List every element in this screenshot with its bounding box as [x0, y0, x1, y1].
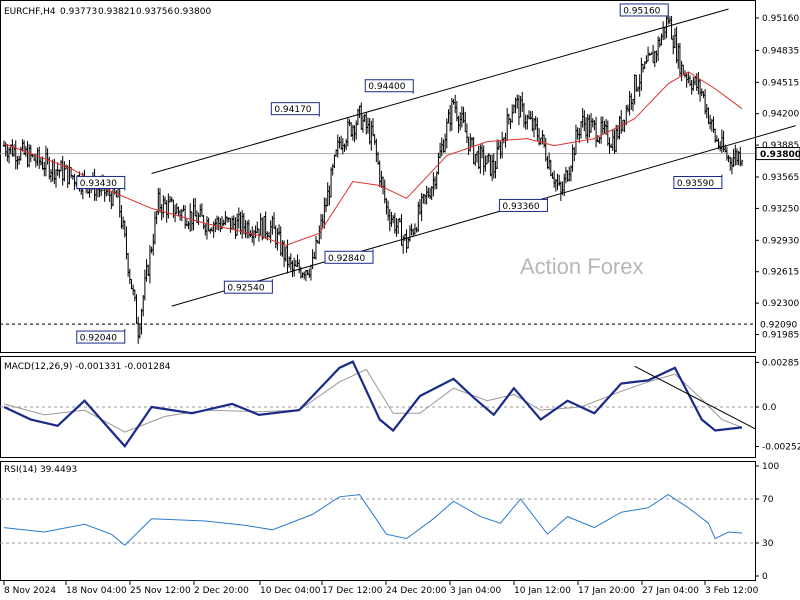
price-tick-label: 0.94200	[762, 110, 799, 120]
x-tick-label: 10 Dec 04:00	[260, 586, 321, 596]
watermark: Action Forex	[520, 254, 644, 279]
x-tick-label: 10 Jan 12:00	[514, 586, 571, 596]
annotation-box	[270, 102, 320, 116]
price-tick-label: 0.94515	[762, 78, 799, 88]
x-tick-label: 17 Dec 12:00	[322, 586, 383, 596]
current-price-marker	[755, 147, 800, 161]
annotation-box	[673, 176, 723, 190]
support-price-label: 0.92090	[760, 321, 797, 331]
current-price-label: 0.93800	[760, 150, 800, 160]
annotation-label: 0.94400	[368, 82, 405, 92]
annotation-label: 0.92540	[227, 284, 264, 294]
x-tick-label: 25 Nov 12:00	[130, 586, 191, 596]
annotation-label: 0.93590	[677, 179, 714, 189]
annotation-label: 0.92840	[328, 254, 365, 264]
annotation-label: 0.93360	[502, 202, 539, 212]
annotation-label: 0.94170	[274, 105, 311, 115]
annotation-box	[324, 250, 374, 264]
price-tick-label: 0.93565	[762, 173, 799, 183]
x-tick-label: 2 Dec 20:00	[194, 586, 249, 596]
annotation-box	[364, 79, 414, 93]
macd-trendline	[634, 365, 756, 430]
channel-lower-line	[171, 125, 796, 307]
annotation-box	[223, 280, 273, 294]
x-tick-label: 18 Nov 04:00	[66, 586, 127, 596]
rsi-title: RSI(14) 39.4493	[4, 465, 77, 475]
x-tick-label: 3 Feb 12:00	[705, 586, 759, 596]
rsi-tick-label: 100	[762, 462, 779, 472]
annotation-box	[76, 175, 126, 189]
annotation-box	[619, 3, 669, 17]
x-tick-label: 27 Jan 04:00	[642, 586, 699, 596]
price-tick-label: 0.93885	[762, 141, 799, 151]
rsi-tick-label: 70	[762, 495, 774, 505]
channel-upper-line	[151, 8, 729, 174]
price-tick-label: 0.93250	[762, 204, 799, 214]
moving-average-line	[3, 71, 743, 246]
macd-tick-label: 0.0	[762, 403, 777, 413]
macd-tick-label: 0.00285	[762, 358, 799, 368]
annotation-box	[498, 198, 548, 212]
annotation-label: 0.95160	[623, 6, 660, 16]
rsi-tick-label: 30	[762, 539, 774, 549]
annotation-box	[76, 330, 126, 344]
low-value: 0.93756	[136, 7, 173, 17]
open-value: 0.93773	[60, 7, 97, 17]
x-tick-label: 8 Nov 2024	[4, 586, 56, 596]
high-value: 0.93821	[98, 7, 135, 17]
annotation-label: 0.93430	[80, 179, 117, 189]
price-tick-label: 0.92300	[762, 299, 799, 309]
price-tick-label: 0.94835	[762, 46, 799, 56]
price-tick-label: 0.92930	[762, 236, 799, 246]
macd-signal-line	[3, 368, 743, 433]
rsi-tick-label: 0	[762, 572, 768, 582]
rsi-line	[3, 494, 743, 546]
rsi-panel	[0, 461, 756, 581]
symbol-label: EURCHF,H4	[4, 7, 56, 17]
macd-title: MACD(12,26,9) -0.001331 -0.001284	[4, 362, 171, 372]
price-tick-label: 0.92615	[762, 268, 799, 278]
close-value: 0.93800	[174, 7, 211, 17]
x-tick-label: 3 Jan 04:00	[450, 586, 502, 596]
annotation-label: 0.92040	[80, 334, 117, 344]
x-tick-label: 17 Jan 20:00	[578, 586, 635, 596]
macd-line	[3, 360, 743, 448]
price-tick-label: 0.91985	[762, 331, 799, 341]
price-tick-label: 0.95160	[762, 14, 799, 24]
x-tick-label: 24 Dec 20:00	[386, 586, 447, 596]
